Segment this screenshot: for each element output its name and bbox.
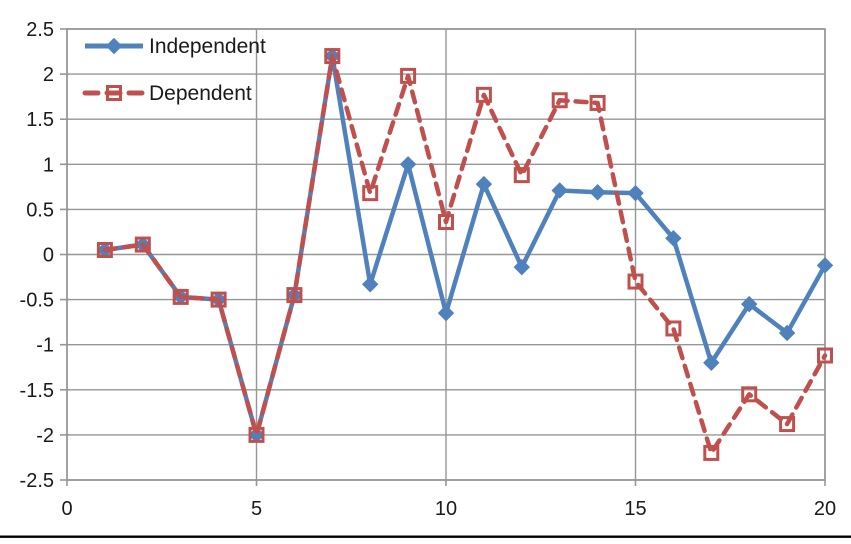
square-marker bbox=[741, 386, 758, 403]
legend-item-dependent[interactable]: Dependent bbox=[82, 82, 252, 105]
diamond-marker bbox=[665, 230, 682, 247]
y-axis-label: -1 bbox=[36, 335, 54, 357]
square-marker bbox=[703, 444, 720, 461]
series-line bbox=[102, 53, 828, 456]
diamond-marker bbox=[627, 184, 644, 202]
square-marker bbox=[627, 273, 644, 290]
y-axis-label: 0.5 bbox=[26, 199, 54, 221]
series-line bbox=[104, 53, 827, 438]
square-marker bbox=[589, 94, 606, 111]
square-marker bbox=[286, 287, 303, 304]
square-marker bbox=[210, 291, 227, 308]
square-marker bbox=[551, 92, 568, 109]
square-marker bbox=[665, 320, 682, 337]
square-marker bbox=[134, 236, 151, 253]
series-dependent bbox=[96, 48, 833, 461]
axis-ticks bbox=[60, 28, 826, 486]
diamond-marker bbox=[703, 354, 720, 371]
diamond-marker bbox=[589, 184, 606, 201]
square-marker bbox=[817, 347, 833, 364]
y-axis-label: -2.5 bbox=[20, 470, 54, 492]
square-marker bbox=[400, 67, 417, 84]
bottom-border-rule bbox=[0, 535, 851, 538]
diamond-marker bbox=[105, 37, 123, 55]
y-axis-label: 1.5 bbox=[26, 109, 54, 131]
square-marker bbox=[324, 48, 341, 65]
diamond-marker bbox=[513, 258, 531, 276]
y-axis-label: 2.5 bbox=[26, 19, 54, 41]
diamond-marker bbox=[816, 257, 834, 274]
square-marker bbox=[513, 167, 530, 184]
square-marker bbox=[96, 241, 113, 258]
y-axis-label: -2 bbox=[36, 425, 54, 447]
y-axis-label: -0.5 bbox=[20, 290, 54, 312]
diamond-marker bbox=[437, 304, 455, 322]
legend: Independent Dependent bbox=[82, 35, 266, 105]
legend-label-independent: Independent bbox=[149, 35, 266, 58]
diamond-marker bbox=[740, 295, 758, 313]
legend-label-dependent: Dependent bbox=[149, 82, 252, 105]
y-axis-label: 0 bbox=[43, 245, 54, 267]
diamond-marker bbox=[551, 182, 568, 199]
square-marker bbox=[106, 85, 122, 101]
y-axis-label: -1.5 bbox=[20, 380, 54, 402]
diamond-marker bbox=[361, 276, 379, 293]
legend-item-independent[interactable]: Independent bbox=[85, 35, 266, 58]
x-axis-label: 20 bbox=[814, 498, 836, 520]
x-axis-label: 15 bbox=[624, 498, 646, 520]
square-marker bbox=[779, 416, 796, 433]
diamond-marker bbox=[475, 175, 493, 193]
square-marker bbox=[475, 86, 492, 103]
square-marker bbox=[172, 288, 189, 305]
x-axis-label: 0 bbox=[61, 498, 72, 520]
y-axis-label: 2 bbox=[43, 64, 54, 86]
x-axis-label: 10 bbox=[435, 498, 457, 520]
series-independent bbox=[96, 47, 834, 444]
diamond-marker bbox=[778, 324, 796, 342]
square-marker bbox=[362, 185, 379, 202]
y-axis-label: 1 bbox=[43, 154, 54, 176]
x-axis-label: 5 bbox=[251, 498, 262, 520]
diamond-marker bbox=[399, 156, 417, 173]
axis-labels: 2.5 2 1.5 1 0.5 0 -0.5 -1 -1.5 -2 -2.5 0 5 10 15 20 bbox=[20, 19, 837, 520]
square-marker bbox=[248, 426, 265, 443]
square-marker bbox=[438, 214, 454, 231]
